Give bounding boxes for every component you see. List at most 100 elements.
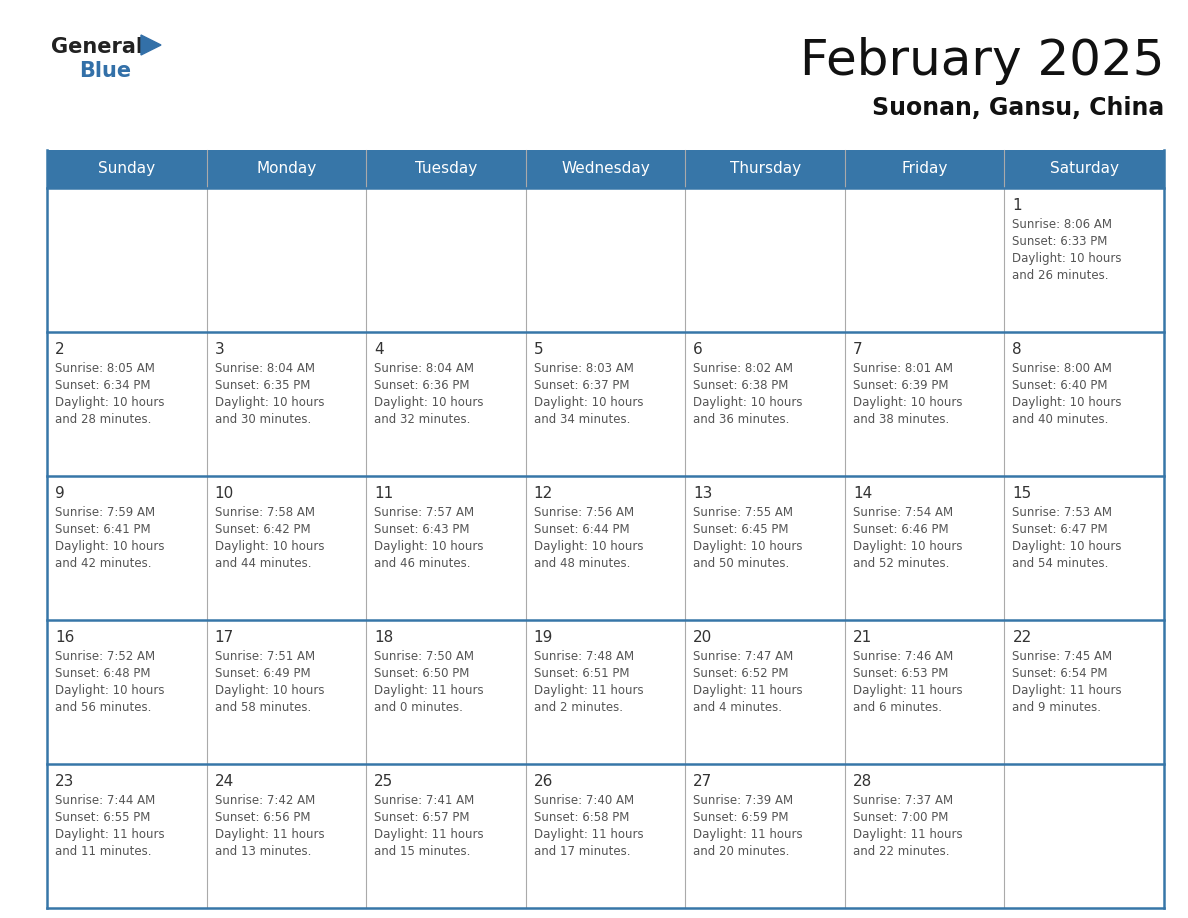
- Text: 6: 6: [694, 342, 703, 357]
- Text: Sunset: 6:59 PM: Sunset: 6:59 PM: [694, 811, 789, 824]
- Bar: [526, 188, 685, 332]
- Bar: [1004, 620, 1164, 764]
- Text: Daylight: 11 hours: Daylight: 11 hours: [694, 684, 803, 697]
- Bar: [685, 476, 845, 620]
- Text: and 34 minutes.: and 34 minutes.: [533, 413, 630, 426]
- Text: and 44 minutes.: and 44 minutes.: [215, 557, 311, 570]
- Text: Sunrise: 7:50 AM: Sunrise: 7:50 AM: [374, 650, 474, 663]
- Text: Sunset: 6:54 PM: Sunset: 6:54 PM: [1012, 667, 1108, 680]
- Bar: [366, 332, 526, 476]
- Bar: [526, 476, 685, 620]
- Text: Sunset: 6:41 PM: Sunset: 6:41 PM: [55, 523, 151, 536]
- Text: and 15 minutes.: and 15 minutes.: [374, 845, 470, 858]
- Polygon shape: [141, 35, 162, 55]
- Bar: [207, 764, 366, 908]
- Text: Sunset: 6:52 PM: Sunset: 6:52 PM: [694, 667, 789, 680]
- Text: Daylight: 10 hours: Daylight: 10 hours: [55, 684, 164, 697]
- Text: and 56 minutes.: and 56 minutes.: [55, 701, 151, 714]
- Bar: [207, 476, 366, 620]
- Text: Sunrise: 7:58 AM: Sunrise: 7:58 AM: [215, 506, 315, 519]
- Text: Sunrise: 8:04 AM: Sunrise: 8:04 AM: [374, 362, 474, 375]
- Text: 23: 23: [55, 774, 75, 789]
- Bar: [207, 620, 366, 764]
- Text: 5: 5: [533, 342, 543, 357]
- Text: 8: 8: [1012, 342, 1022, 357]
- Text: Monday: Monday: [257, 162, 316, 176]
- Text: Sunset: 6:35 PM: Sunset: 6:35 PM: [215, 379, 310, 392]
- Text: Sunrise: 8:00 AM: Sunrise: 8:00 AM: [1012, 362, 1112, 375]
- Text: Sunset: 6:34 PM: Sunset: 6:34 PM: [55, 379, 151, 392]
- Text: Sunset: 6:48 PM: Sunset: 6:48 PM: [55, 667, 151, 680]
- Text: Sunday: Sunday: [99, 162, 156, 176]
- Text: Daylight: 10 hours: Daylight: 10 hours: [853, 396, 962, 409]
- Text: Sunset: 6:46 PM: Sunset: 6:46 PM: [853, 523, 948, 536]
- Text: 25: 25: [374, 774, 393, 789]
- Text: Sunrise: 7:56 AM: Sunrise: 7:56 AM: [533, 506, 634, 519]
- Text: Daylight: 11 hours: Daylight: 11 hours: [694, 828, 803, 841]
- Text: Sunset: 6:36 PM: Sunset: 6:36 PM: [374, 379, 469, 392]
- Text: Sunset: 7:00 PM: Sunset: 7:00 PM: [853, 811, 948, 824]
- Text: Daylight: 10 hours: Daylight: 10 hours: [55, 396, 164, 409]
- Text: Daylight: 10 hours: Daylight: 10 hours: [55, 540, 164, 553]
- Text: Sunrise: 8:02 AM: Sunrise: 8:02 AM: [694, 362, 794, 375]
- Text: 14: 14: [853, 486, 872, 501]
- Text: Sunset: 6:50 PM: Sunset: 6:50 PM: [374, 667, 469, 680]
- Text: Sunrise: 7:59 AM: Sunrise: 7:59 AM: [55, 506, 156, 519]
- Text: and 54 minutes.: and 54 minutes.: [1012, 557, 1108, 570]
- Text: Daylight: 10 hours: Daylight: 10 hours: [215, 396, 324, 409]
- Text: and 32 minutes.: and 32 minutes.: [374, 413, 470, 426]
- Text: Sunrise: 7:51 AM: Sunrise: 7:51 AM: [215, 650, 315, 663]
- Text: Sunset: 6:33 PM: Sunset: 6:33 PM: [1012, 235, 1107, 248]
- Bar: [48, 332, 207, 476]
- Text: 22: 22: [1012, 630, 1031, 645]
- Text: and 48 minutes.: and 48 minutes.: [533, 557, 630, 570]
- Text: Daylight: 11 hours: Daylight: 11 hours: [853, 828, 962, 841]
- Text: Daylight: 11 hours: Daylight: 11 hours: [215, 828, 324, 841]
- Text: and 28 minutes.: and 28 minutes.: [55, 413, 151, 426]
- Bar: [845, 476, 1004, 620]
- Text: 7: 7: [853, 342, 862, 357]
- Text: Sunset: 6:57 PM: Sunset: 6:57 PM: [374, 811, 469, 824]
- Text: 28: 28: [853, 774, 872, 789]
- Text: Tuesday: Tuesday: [415, 162, 478, 176]
- Text: 26: 26: [533, 774, 554, 789]
- Text: February 2025: February 2025: [800, 37, 1164, 85]
- Bar: [526, 332, 685, 476]
- Text: Sunset: 6:42 PM: Sunset: 6:42 PM: [215, 523, 310, 536]
- Text: Sunrise: 7:41 AM: Sunrise: 7:41 AM: [374, 794, 474, 807]
- Bar: [48, 150, 1164, 188]
- Text: Sunset: 6:44 PM: Sunset: 6:44 PM: [533, 523, 630, 536]
- Text: and 40 minutes.: and 40 minutes.: [1012, 413, 1108, 426]
- Text: Sunset: 6:55 PM: Sunset: 6:55 PM: [55, 811, 151, 824]
- Text: 11: 11: [374, 486, 393, 501]
- Text: Daylight: 11 hours: Daylight: 11 hours: [55, 828, 165, 841]
- Text: Sunset: 6:47 PM: Sunset: 6:47 PM: [1012, 523, 1108, 536]
- Text: Daylight: 11 hours: Daylight: 11 hours: [533, 828, 644, 841]
- Text: and 9 minutes.: and 9 minutes.: [1012, 701, 1101, 714]
- Text: Sunrise: 8:03 AM: Sunrise: 8:03 AM: [533, 362, 633, 375]
- Text: Daylight: 10 hours: Daylight: 10 hours: [1012, 252, 1121, 265]
- Text: Daylight: 10 hours: Daylight: 10 hours: [374, 396, 484, 409]
- Text: and 38 minutes.: and 38 minutes.: [853, 413, 949, 426]
- Text: Sunrise: 7:53 AM: Sunrise: 7:53 AM: [1012, 506, 1112, 519]
- Text: and 50 minutes.: and 50 minutes.: [694, 557, 790, 570]
- Text: Sunrise: 7:47 AM: Sunrise: 7:47 AM: [694, 650, 794, 663]
- Text: 20: 20: [694, 630, 713, 645]
- Text: and 26 minutes.: and 26 minutes.: [1012, 269, 1108, 282]
- Bar: [1004, 764, 1164, 908]
- Text: 27: 27: [694, 774, 713, 789]
- Text: Daylight: 10 hours: Daylight: 10 hours: [215, 684, 324, 697]
- Bar: [1004, 188, 1164, 332]
- Text: Sunset: 6:58 PM: Sunset: 6:58 PM: [533, 811, 630, 824]
- Text: Sunrise: 8:04 AM: Sunrise: 8:04 AM: [215, 362, 315, 375]
- Text: 2: 2: [55, 342, 64, 357]
- Text: Wednesday: Wednesday: [561, 162, 650, 176]
- Text: Sunset: 6:38 PM: Sunset: 6:38 PM: [694, 379, 789, 392]
- Text: Sunset: 6:39 PM: Sunset: 6:39 PM: [853, 379, 948, 392]
- Text: Sunrise: 7:39 AM: Sunrise: 7:39 AM: [694, 794, 794, 807]
- Bar: [48, 764, 207, 908]
- Bar: [207, 332, 366, 476]
- Text: and 30 minutes.: and 30 minutes.: [215, 413, 311, 426]
- Text: Sunrise: 7:40 AM: Sunrise: 7:40 AM: [533, 794, 634, 807]
- Bar: [48, 188, 207, 332]
